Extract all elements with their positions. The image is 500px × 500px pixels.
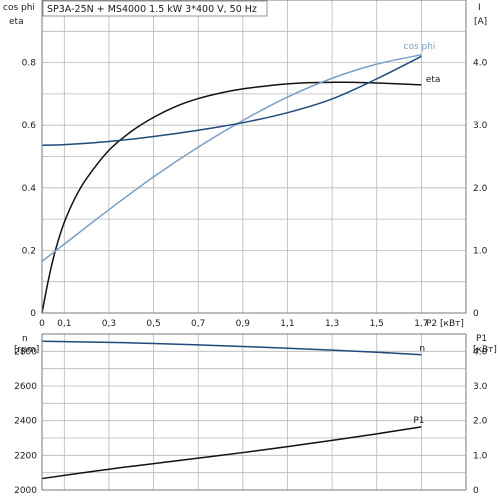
- top-right-axis-label-unit: [A]: [474, 17, 487, 27]
- top-left-tick-label: 0.2: [22, 246, 36, 256]
- bottom-right-axis-label-unit: [кВт]: [473, 345, 497, 355]
- x-tick-label: 1,5: [370, 319, 384, 329]
- bottom-left-axis-label-unit: [rpm]: [14, 345, 39, 355]
- bottom-right-axis-label-p1: P1: [476, 334, 487, 344]
- current-curve: [41, 55, 422, 146]
- top-left-tick-label: 0.8: [22, 59, 37, 69]
- bottom-tick-labels: 2000 2200 2400 2600 2800 0 1.0 2.0 3.0 4.0: [14, 347, 487, 496]
- bottom-left-tick-label: 2000: [14, 486, 37, 496]
- top-right-tick-label: 3.0: [473, 121, 488, 131]
- title-box: [42, 0, 268, 17]
- bottom-left-tick-label: 2800: [14, 347, 37, 357]
- p1-curve-label: P1: [413, 416, 424, 426]
- x-tick-label: 1,3: [325, 319, 339, 329]
- top-left-axis-label-eta: eta: [9, 17, 24, 27]
- top-left-axis-label-cos-phi: cos phi: [3, 3, 35, 13]
- bottom-series: n P1: [41, 340, 425, 480]
- bottom-grid: [42, 334, 466, 490]
- top-plot-frame: [41, 0, 467, 314]
- bottom-right-tick-label: 3.0: [473, 382, 488, 392]
- speed-curve-label: n: [419, 344, 425, 354]
- x-tick-label: 0,1: [57, 319, 71, 329]
- top-left-tick-label: 0: [30, 309, 36, 319]
- bottom-left-tick-label: 2600: [14, 382, 37, 392]
- top-right-tick-label: 4.0: [473, 59, 488, 69]
- x-axis-label: P2 [кВт]: [426, 319, 464, 329]
- bottom-left-axis-label-n: n: [22, 334, 28, 344]
- bottom-left-tick-label: 2400: [14, 417, 37, 427]
- top-right-tick-label: 0: [473, 309, 479, 319]
- bottom-right-tick-label: 2.0: [473, 417, 488, 427]
- eta-curve: [41, 81, 422, 314]
- x-tick-label: 0,3: [102, 319, 116, 329]
- cos-phi-curve-label: cos phi: [404, 42, 436, 52]
- speed-curve: [41, 340, 422, 356]
- top-right-axis-label-i: I: [478, 3, 481, 13]
- bottom-panel: n P1 2000 2200 2400 2600 2800 0 1.0 2.0 3.0 4.0 n …: [14, 333, 497, 496]
- bottom-right-tick-label: 1.0: [473, 451, 488, 461]
- top-left-tick-label: 0.6: [22, 121, 37, 131]
- eta-curve-label: eta: [426, 75, 441, 85]
- bottom-left-tick-label: 2200: [14, 451, 37, 461]
- x-tick-label: 1,1: [280, 319, 294, 329]
- top-grid: [42, 0, 466, 313]
- cos-phi-curve: [41, 54, 422, 262]
- x-tick-label: 0: [39, 319, 45, 329]
- bottom-right-tick-label: 4.0: [473, 347, 488, 357]
- top-right-tick-label: 2.0: [473, 184, 488, 194]
- p1-curve: [41, 426, 422, 480]
- x-tick-label: 0,9: [236, 319, 251, 329]
- top-tick-labels: 0 0,1 0,3 0,5 0,7 0,9 1,1 1,3 1,5 1,7 0 0.2 0.4 0.6 0.…: [22, 59, 488, 329]
- top-right-tick-label: 1.0: [473, 246, 488, 256]
- bottom-plot-frame: [41, 333, 467, 491]
- top-left-tick-label: 0.4: [22, 184, 37, 194]
- chart-title: SP3A-25N + MS4000 1.5 kW 3*400 V, 50 Hz: [47, 4, 257, 15]
- x-tick-label: 0,7: [191, 319, 205, 329]
- bottom-right-tick-label: 0: [473, 486, 479, 496]
- x-tick-label: 0,5: [146, 319, 160, 329]
- top-series: eta cos phi: [41, 42, 441, 314]
- x-tick-label: 1,7: [414, 319, 428, 329]
